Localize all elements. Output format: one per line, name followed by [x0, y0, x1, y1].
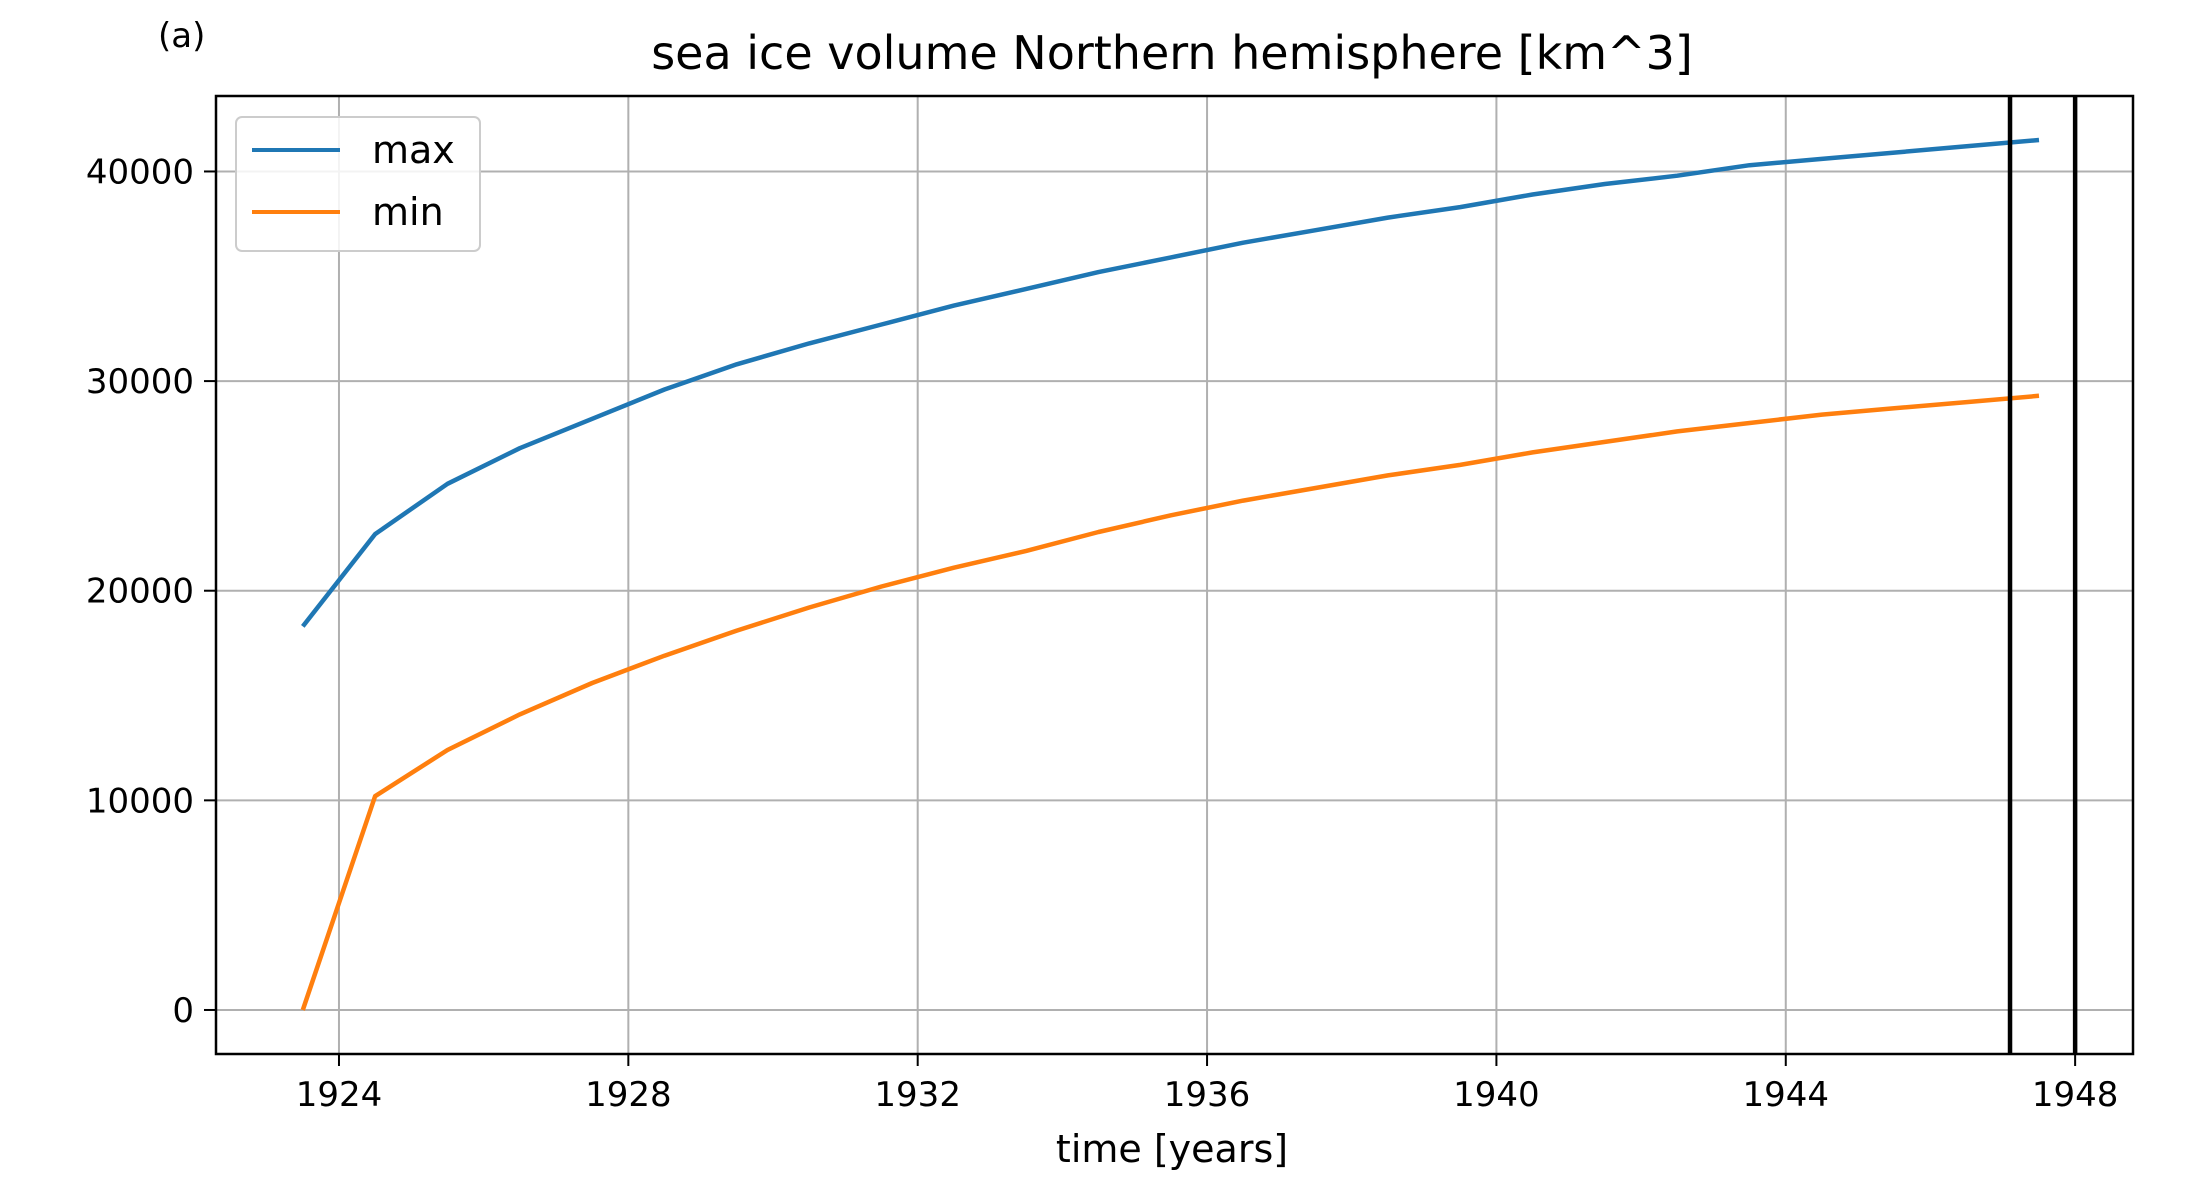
chart-title: sea ice volume Northern hemisphere [km^3…: [651, 26, 1693, 80]
x-tick-label: 1936: [1164, 1075, 1251, 1115]
y-axis-ticks: 0 10000 20000 30000 40000: [86, 152, 216, 1031]
plot-frame: [214, 94, 2135, 1056]
x-axis-ticks: 1924 1928 1932 1936 1940 1944 1948: [296, 1054, 2119, 1115]
series-line-max: [301, 137, 2040, 628]
y-tick-label: 10000: [86, 781, 194, 821]
y-tick-label: 40000: [86, 152, 194, 192]
grid: [216, 96, 2133, 1054]
series-line-min: [300, 393, 2040, 1011]
legend-label-max: max: [372, 128, 455, 172]
x-tick-label: 1944: [1743, 1075, 1830, 1115]
series-lines: [300, 137, 2040, 1011]
x-tick-label: 1924: [296, 1075, 383, 1115]
x-tick-label: 1948: [2032, 1075, 2119, 1115]
legend-label-min: min: [372, 190, 444, 234]
vertical-markers: [2007, 96, 2078, 1054]
y-tick-label: 20000: [86, 572, 194, 612]
y-tick-label: 30000: [86, 362, 194, 402]
panel-label: (a): [158, 16, 205, 56]
x-tick-label: 1928: [585, 1075, 672, 1115]
x-axis-label: time [years]: [1056, 1127, 1288, 1171]
y-tick-label: 0: [172, 991, 194, 1031]
x-tick-label: 1940: [1453, 1075, 1540, 1115]
x-tick-label: 1932: [874, 1075, 961, 1115]
legend: max min: [235, 116, 481, 252]
